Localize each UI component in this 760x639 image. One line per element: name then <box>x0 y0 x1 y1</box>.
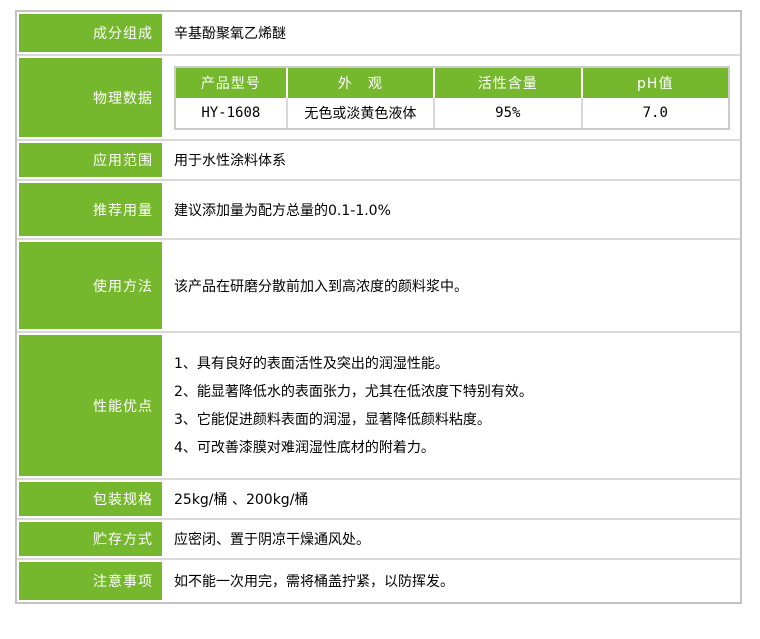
application-value: 用于水性涂料体系 <box>174 153 286 169</box>
physical-data-header-row: 产品型号 外 观 活性含量 pH值 <box>176 67 728 98</box>
table-row: 物理数据 产品型号 外 观 活性含量 pH值 HY-1608 无色或淡黄色液体 … <box>17 56 740 141</box>
value-active-content: 95% <box>435 97 583 128</box>
label-performance-advantages: 性能优点 <box>19 335 162 476</box>
label-dosage: 推荐用量 <box>19 183 162 236</box>
header-active-content: 活性含量 <box>435 67 583 98</box>
physical-data-table: 产品型号 外 观 活性含量 pH值 HY-1608 无色或淡黄色液体 95% 7… <box>174 65 730 130</box>
table-row: 应用范围 用于水性涂料体系 <box>17 141 740 181</box>
value-ph: 7.0 <box>582 97 728 128</box>
label-packaging-spec: 包装规格 <box>19 482 162 516</box>
table-row: 注意事项 如不能一次用完，需将桶盖拧紧，以防挥发。 <box>17 560 740 602</box>
usage-method-value: 该产品在研磨分散前加入到高浓度的颜料浆中。 <box>174 278 468 295</box>
header-ph-value: pH值 <box>582 67 728 98</box>
packaging-spec-value: 25kg/桶 、200kg/桶 <box>174 492 309 508</box>
physical-data-value-row: HY-1608 无色或淡黄色液体 95% 7.0 <box>176 97 728 128</box>
table-row: 推荐用量 建议添加量为配方总量的0.1-1.0% <box>17 181 740 240</box>
label-composition: 成分组成 <box>19 14 162 52</box>
table-row: 包装规格 25kg/桶 、200kg/桶 <box>17 480 740 520</box>
performance-point: 4、可改善漆膜对难润湿性底材的附着力。 <box>174 439 435 456</box>
physical-data-cell: 产品型号 外 观 活性含量 pH值 HY-1608 无色或淡黄色液体 95% 7… <box>162 56 740 139</box>
table-row: 贮存方式 应密闭、置于阴凉干燥通风处。 <box>17 520 740 560</box>
header-product-model: 产品型号 <box>176 67 288 98</box>
value-product-model: HY-1608 <box>176 97 288 128</box>
dosage-value: 建议添加量为配方总量的0.1-1.0% <box>174 202 391 219</box>
value-appearance: 无色或淡黄色液体 <box>287 97 436 128</box>
label-usage-method: 使用方法 <box>19 242 162 329</box>
label-physical-data: 物理数据 <box>19 58 162 137</box>
table-row: 性能优点 1、具有良好的表面活性及突出的润湿性能。 2、能显著降低水的表面张力，… <box>17 333 740 480</box>
label-application: 应用范围 <box>19 143 162 177</box>
performance-point: 2、能显著降低水的表面张力，尤其在低浓度下特别有效。 <box>174 383 533 400</box>
table-row: 成分组成 辛基酚聚氧乙烯醚 <box>17 12 740 56</box>
performance-point: 1、具有良好的表面活性及突出的润湿性能。 <box>174 355 449 372</box>
composition-value: 辛基酚聚氧乙烯醚 <box>174 26 286 42</box>
label-storage-method: 贮存方式 <box>19 522 162 556</box>
precautions-value: 如不能一次用完，需将桶盖拧紧，以防挥发。 <box>174 574 454 590</box>
header-appearance: 外 观 <box>287 67 436 98</box>
product-spec-table: 成分组成 辛基酚聚氧乙烯醚 物理数据 产品型号 外 观 活性含量 pH值 HY-… <box>15 10 742 604</box>
table-row: 使用方法 该产品在研磨分散前加入到高浓度的颜料浆中。 <box>17 240 740 333</box>
performance-point: 3、它能促进颜料表面的润湿，显著降低颜料粘度。 <box>174 411 491 428</box>
performance-advantages-list: 1、具有良好的表面活性及突出的润湿性能。 2、能显著降低水的表面张力，尤其在低浓… <box>162 333 740 478</box>
label-precautions: 注意事项 <box>19 562 162 600</box>
storage-method-value: 应密闭、置于阴凉干燥通风处。 <box>174 532 370 548</box>
